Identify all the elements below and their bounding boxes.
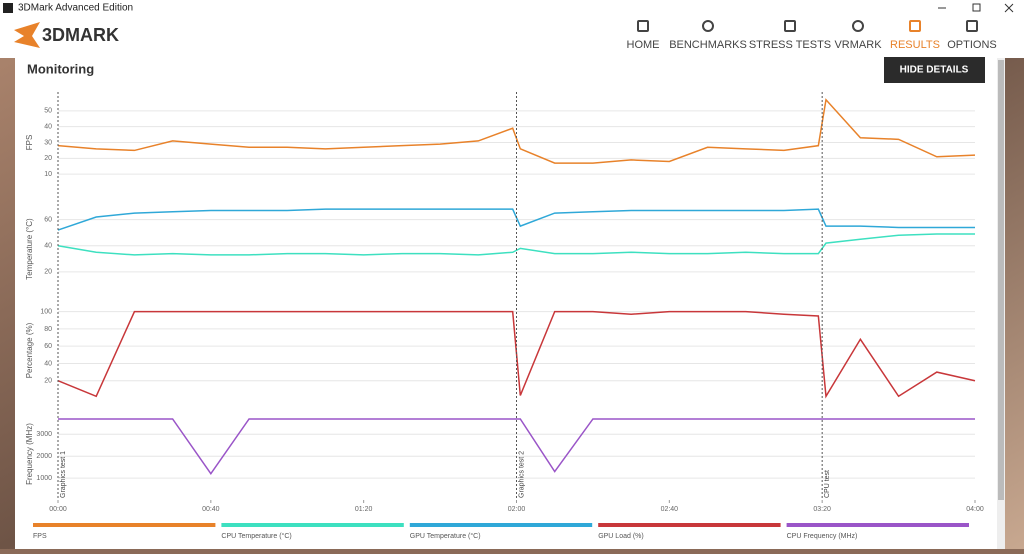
legend-swatch[interactable] [598, 523, 781, 527]
app-icon [3, 3, 13, 13]
legend-label[interactable]: CPU Temperature (°C) [221, 532, 291, 540]
nav-icon[interactable] [966, 20, 978, 32]
y-tick-label: 60 [44, 216, 52, 223]
nav-item[interactable]: HOME [627, 39, 660, 51]
nav-item[interactable]: VRMARK [834, 39, 882, 51]
y-tick-label: 40 [44, 360, 52, 367]
nav-icon[interactable] [784, 20, 796, 32]
y-axis-label: Frequency (MHz) [25, 423, 34, 485]
test-marker-label: CPU test [824, 470, 831, 498]
y-tick-label: 20 [44, 378, 52, 385]
y-tick-label: 40 [44, 124, 52, 131]
series-line [57, 208, 975, 231]
x-tick-label: 01:20 [355, 506, 373, 513]
hide-details-button[interactable] [884, 57, 985, 83]
window-title: 3DMark Advanced Edition [18, 3, 133, 14]
test-marker-label: Graphics test 2 [518, 451, 525, 498]
legend-label[interactable]: FPS [33, 533, 47, 540]
y-tick-label: 30 [44, 139, 52, 146]
logo-mark [14, 22, 40, 48]
nav-icon[interactable] [852, 20, 864, 32]
scrollbar-thumb[interactable] [998, 60, 1004, 500]
restore[interactable] [972, 3, 981, 12]
nav-item[interactable]: RESULTS [890, 39, 940, 51]
y-axis-label: FPS [25, 135, 34, 151]
y-tick-label: 20 [44, 269, 52, 276]
y-tick-label: 2000 [36, 453, 52, 460]
nav-icon[interactable] [909, 20, 921, 32]
close[interactable] [1004, 3, 1014, 13]
nav-item[interactable]: BENCHMARKS [669, 39, 747, 51]
legend-swatch[interactable] [221, 523, 404, 527]
x-tick-label: 00:40 [202, 506, 220, 513]
x-tick-label: 02:40 [661, 506, 679, 513]
page-title: Monitoring [27, 61, 94, 76]
nav-icon[interactable] [702, 20, 714, 32]
legend-swatch[interactable] [786, 523, 969, 527]
legend-label[interactable]: GPU Temperature (°C) [410, 532, 481, 540]
series-line [57, 233, 975, 256]
nav-item[interactable]: STRESS TESTS [749, 39, 831, 51]
main-panel [15, 58, 997, 549]
y-tick-label: 3000 [36, 431, 52, 438]
x-tick-label: 03:20 [813, 506, 831, 513]
y-tick-label: 10 [44, 171, 52, 178]
y-axis-label: Percentage (%) [25, 322, 34, 378]
series-line [57, 98, 976, 164]
y-tick-label: 60 [44, 343, 52, 350]
y-tick-label: 80 [44, 326, 52, 333]
legend-label[interactable]: CPU Frequency (MHz) [787, 533, 858, 540]
y-tick-label: 50 [44, 108, 52, 115]
x-tick-label: 02:00 [508, 506, 526, 513]
nav-icon[interactable] [637, 20, 649, 32]
y-tick-label: 40 [44, 243, 52, 250]
series-line [58, 418, 975, 476]
test-marker-label: Graphics test 1 [60, 451, 67, 498]
y-axis-label: Temperature (°C) [25, 218, 34, 280]
y-tick-label: 20 [44, 155, 52, 162]
y-tick-label: 1000 [36, 475, 52, 482]
legend-swatch[interactable] [409, 523, 593, 527]
button-label[interactable]: HIDE DETAILS [900, 65, 969, 76]
header [0, 16, 1024, 58]
legend-swatch[interactable] [33, 523, 216, 527]
x-tick-label: 04:00 [966, 506, 984, 513]
legend-label[interactable]: GPU Load (%) [598, 533, 644, 540]
x-tick-label: 00:00 [49, 506, 67, 513]
series-line [57, 310, 976, 399]
logo[interactable]: 3DMARK [42, 25, 119, 45]
nav-item[interactable]: OPTIONS [947, 39, 997, 51]
title-bar [0, 0, 1024, 16]
y-tick-label: 100 [40, 308, 52, 315]
